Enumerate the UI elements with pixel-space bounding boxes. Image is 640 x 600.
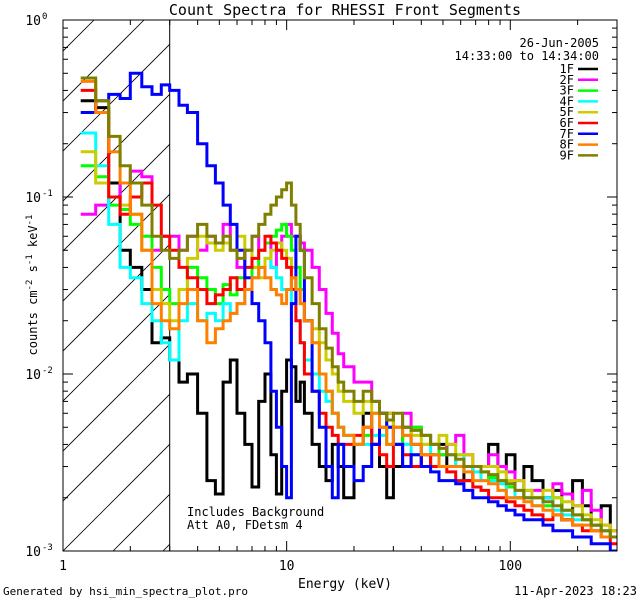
chart-title: Count Spectra for RHESSI Front Segments [169,1,521,19]
series-line-7F [80,71,617,551]
x-tick-label: 1 [59,559,67,574]
legend-label-2F: 2F [560,73,574,87]
series-line-9F [80,76,617,539]
footer-generated-by: Generated by hsi_min_spectra_plot.pro [3,585,248,598]
note-background: Includes Background [187,505,324,519]
plot-frame [62,19,618,552]
x-axis-label: Energy (keV) [298,577,392,592]
y-tick-label: 10 [25,368,41,383]
legend-label-7F: 7F [560,127,574,141]
y-tick-label: 10 [25,191,41,206]
legend-label-8F: 8F [560,138,574,152]
legend-label-4F: 4F [560,94,574,108]
series-line-8F [80,79,617,539]
legend-label-6F: 6F [560,116,574,130]
y-tick-label: 10 [25,545,41,560]
y-axis-label: counts cm-2 s-1 keV-1 [25,215,40,356]
note-attenuator: Att A0, FDetsm 4 [187,518,303,532]
legend-label-9F: 9F [560,148,574,162]
legend-label-5F: 5F [560,105,574,119]
hatch-line [63,193,170,302]
hatch-line [63,393,170,502]
y-tick-label: 10 [25,14,41,29]
annotation-time-range: 14:33:00 to 14:34:00 [455,49,600,63]
x-tick-label: 10 [279,559,295,574]
legend-label-3F: 3F [560,84,574,98]
hatch-line [63,443,170,551]
y-tick-exponent: -3 [42,543,53,553]
annotation-date: 26-Jun-2005 [520,36,599,50]
hatch-line [63,20,145,102]
series-line-5F [80,150,617,533]
legend-label-1F: 1F [560,62,574,76]
footer-timestamp: 11-Apr-2023 18:23 [514,584,637,598]
x-tick-label: 100 [499,559,522,574]
series-layer [80,71,617,551]
y-tick-exponent: 0 [42,12,47,22]
y-tick-exponent: -1 [42,189,53,199]
series-line-4F [80,131,617,539]
y-tick-exponent: -2 [42,366,53,376]
